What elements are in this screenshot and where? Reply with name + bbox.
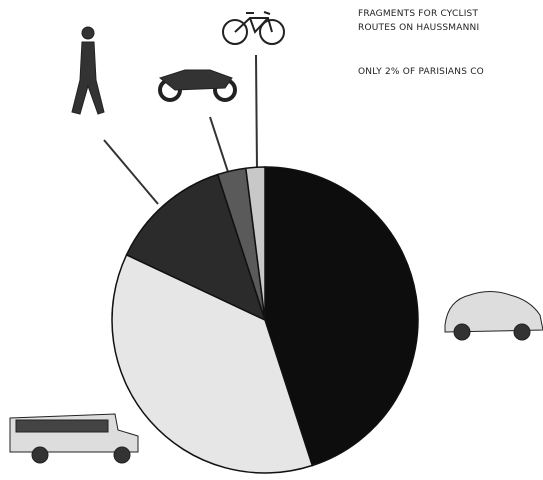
bus-icon — [9, 413, 139, 464]
motorcycle-icon — [158, 69, 237, 102]
pie-slice — [111, 253, 314, 474]
walker-icon — [71, 26, 105, 115]
pie-slice — [244, 166, 266, 321]
bicycle-icon — [222, 11, 285, 45]
leader-lines — [103, 54, 258, 205]
annotation: ONLY 2% OF PARISIANS CO — [358, 67, 484, 77]
car-icon — [444, 291, 543, 341]
pie-slice — [264, 166, 419, 467]
pie — [111, 166, 419, 474]
pie-slice — [125, 173, 267, 322]
annotation: FRAGMENTS FOR CYCLIST — [358, 9, 478, 19]
annotation: ROUTES ON HAUSSMANNI — [358, 23, 479, 33]
